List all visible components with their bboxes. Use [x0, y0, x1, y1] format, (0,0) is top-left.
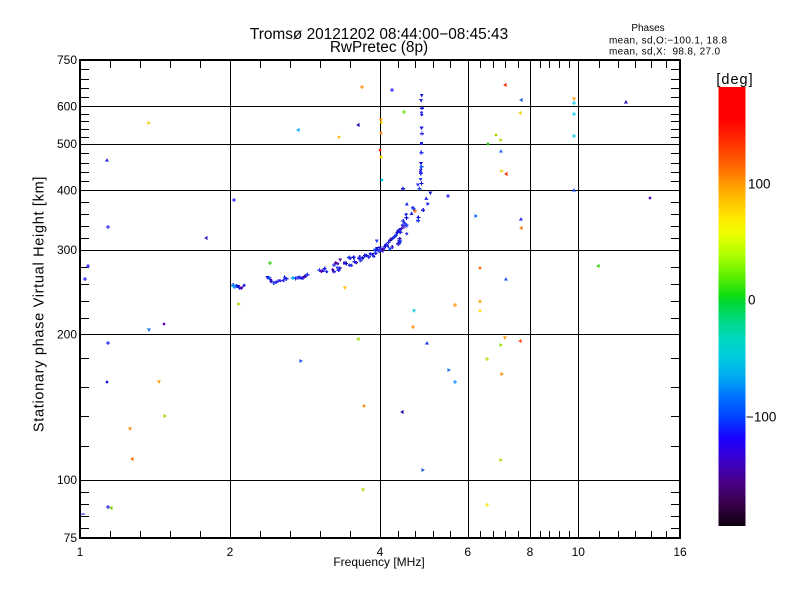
svg-text:500: 500	[57, 137, 77, 151]
svg-text:mean, sd,X: 98.8, 27.0: mean, sd,X: 98.8, 27.0	[609, 47, 721, 58]
svg-text:1: 1	[77, 545, 84, 559]
svg-text:6: 6	[464, 545, 471, 559]
svg-text:100: 100	[57, 473, 77, 487]
svg-text:4: 4	[377, 545, 384, 559]
svg-text:Phases: Phases	[631, 23, 664, 34]
svg-text:8: 8	[527, 545, 534, 559]
svg-text:[deg]: [deg]	[716, 72, 753, 88]
svg-text:600: 600	[57, 99, 77, 113]
svg-text:100: 100	[748, 177, 771, 192]
svg-text:RwPretec (8p): RwPretec (8p)	[330, 39, 428, 56]
svg-text:Stationary phase Virtual Heigh: Stationary phase Virtual Height [km]	[32, 176, 48, 432]
svg-text:400: 400	[57, 184, 77, 198]
svg-text:300: 300	[57, 243, 77, 257]
svg-text:−100: −100	[746, 410, 776, 425]
svg-text:2: 2	[227, 545, 234, 559]
svg-text:750: 750	[57, 53, 77, 67]
svg-text:200: 200	[57, 327, 77, 341]
svg-text:Tromsø 20121202 08:44:00−08:45: Tromsø 20121202 08:44:00−08:45:43	[250, 26, 508, 43]
svg-text:16: 16	[673, 545, 687, 559]
svg-text:Frequency [MHz]: Frequency [MHz]	[333, 555, 424, 569]
svg-text:75: 75	[64, 531, 78, 545]
svg-text:0: 0	[748, 293, 756, 308]
svg-text:mean, sd,O:−100.1, 18.8: mean, sd,O:−100.1, 18.8	[609, 36, 727, 47]
svg-text:10: 10	[572, 545, 586, 559]
